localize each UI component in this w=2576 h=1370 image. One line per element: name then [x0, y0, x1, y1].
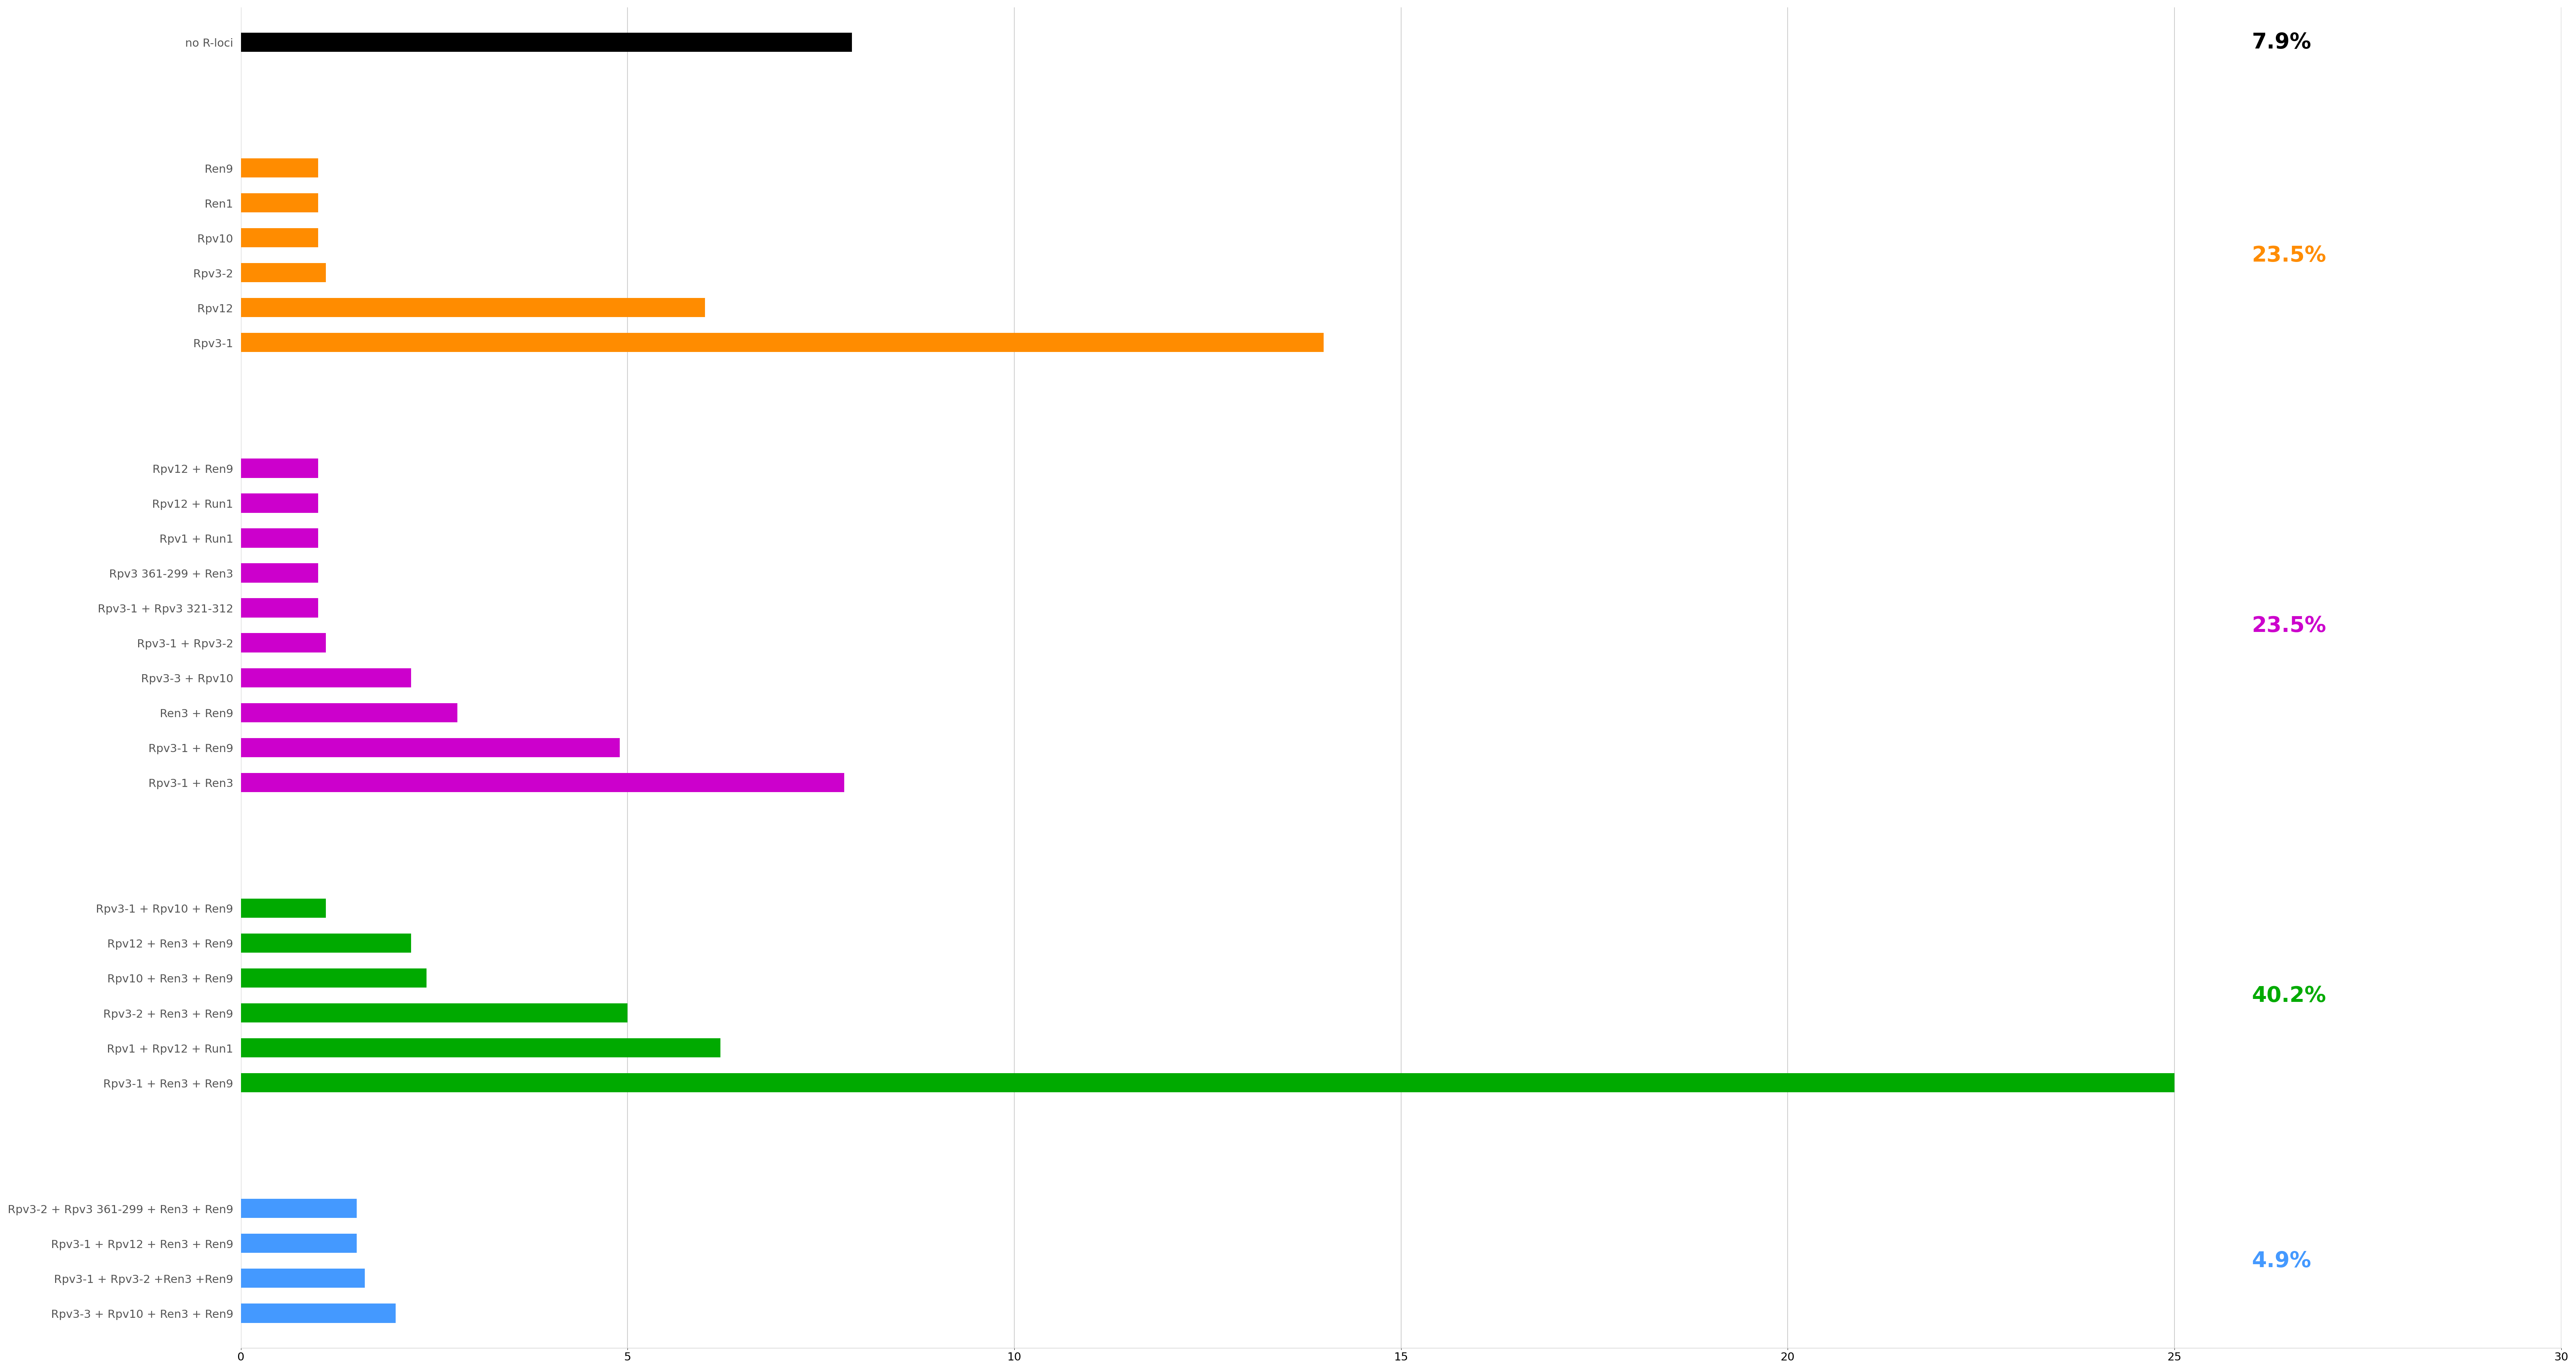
Bar: [242, 493, 319, 512]
Bar: [242, 563, 319, 582]
Bar: [242, 969, 428, 988]
Bar: [242, 1038, 721, 1058]
Text: 23.5%: 23.5%: [2251, 245, 2326, 266]
Bar: [242, 529, 319, 548]
Text: 23.5%: 23.5%: [2251, 615, 2326, 636]
Bar: [242, 299, 706, 318]
Bar: [242, 703, 459, 722]
Bar: [242, 333, 1324, 352]
Bar: [242, 633, 327, 652]
Bar: [242, 933, 412, 952]
Text: 4.9%: 4.9%: [2251, 1251, 2311, 1271]
Bar: [242, 1269, 366, 1288]
Text: 40.2%: 40.2%: [2251, 985, 2326, 1006]
Bar: [242, 599, 319, 618]
Bar: [242, 263, 327, 282]
Bar: [242, 738, 621, 758]
Bar: [242, 773, 845, 792]
Bar: [242, 1304, 397, 1323]
Bar: [242, 229, 319, 248]
Bar: [242, 1073, 2174, 1092]
Bar: [242, 193, 319, 212]
Bar: [242, 159, 319, 178]
Bar: [242, 1234, 358, 1254]
Bar: [242, 1003, 629, 1022]
Bar: [242, 899, 327, 918]
Text: 7.9%: 7.9%: [2251, 32, 2311, 53]
Bar: [242, 669, 412, 688]
Bar: [242, 459, 319, 478]
Bar: [242, 33, 853, 52]
Bar: [242, 1199, 358, 1218]
